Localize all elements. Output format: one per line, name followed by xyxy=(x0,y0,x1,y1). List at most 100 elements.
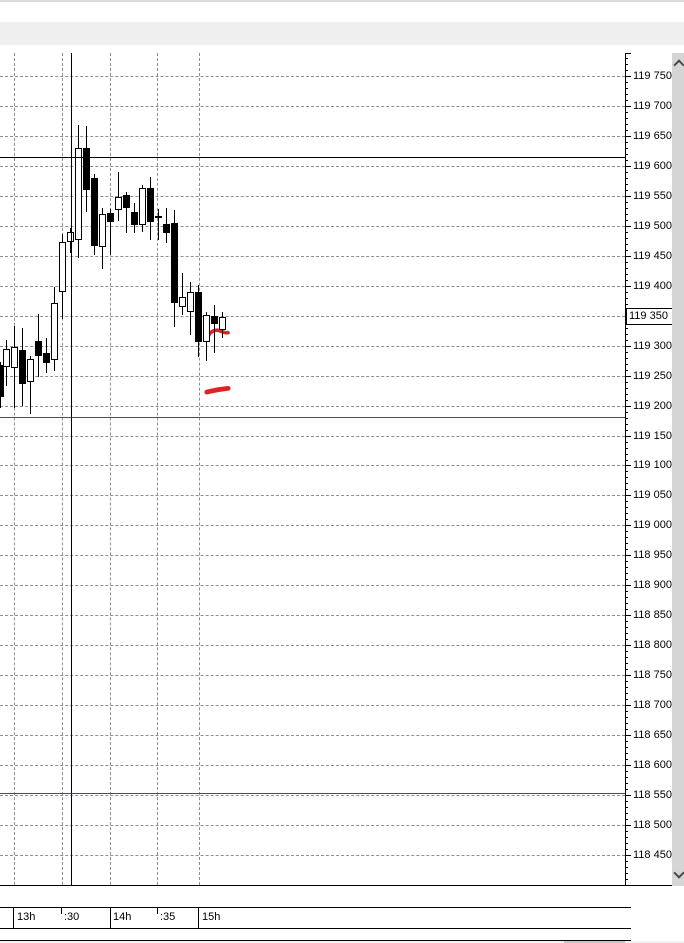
candle-bear xyxy=(83,148,90,190)
y-minor-tick xyxy=(625,861,628,862)
y-minor-tick xyxy=(625,358,628,359)
candle-bear xyxy=(123,195,130,208)
y-minor-tick xyxy=(625,753,628,754)
v-gridline xyxy=(14,53,15,885)
y-major-tick xyxy=(625,705,631,706)
y-major-tick xyxy=(625,166,631,167)
time-axis-label: :35 xyxy=(160,911,176,923)
y-major-tick xyxy=(625,795,631,796)
h-gridline xyxy=(0,765,625,766)
candle-bear xyxy=(171,223,178,303)
y-minor-tick xyxy=(625,154,628,155)
y-minor-tick xyxy=(625,813,628,814)
y-minor-tick xyxy=(625,220,628,221)
y-minor-tick xyxy=(625,448,628,449)
y-minor-tick xyxy=(625,597,628,598)
candle-wick xyxy=(118,172,119,221)
y-minor-tick xyxy=(625,819,628,820)
candle-bull xyxy=(115,197,122,210)
red-bar-mark xyxy=(204,386,231,395)
y-axis-label: 118 750 xyxy=(633,669,672,681)
y-major-tick xyxy=(625,286,631,287)
y-minor-tick xyxy=(625,340,628,341)
y-axis-label: 118 650 xyxy=(633,729,672,741)
y-minor-tick xyxy=(625,783,628,784)
y-minor-tick xyxy=(625,471,628,472)
candle-wick xyxy=(126,192,127,233)
y-axis-label: 118 700 xyxy=(633,699,672,711)
h-gridline xyxy=(0,196,625,197)
y-minor-tick xyxy=(625,172,628,173)
candle-bear xyxy=(147,188,154,222)
y-minor-tick xyxy=(625,789,628,790)
y-minor-tick xyxy=(625,250,628,251)
y-minor-tick xyxy=(625,334,628,335)
y-minor-tick xyxy=(625,831,628,832)
candle-wick xyxy=(182,273,183,315)
vertical-scrollbar[interactable] xyxy=(672,53,684,886)
candle-bear xyxy=(43,353,50,363)
y-major-tick xyxy=(625,555,631,556)
toolbar-band xyxy=(0,22,684,45)
y-axis-label: 118 950 xyxy=(633,549,672,561)
y-minor-tick xyxy=(625,388,628,389)
h-gridline xyxy=(0,286,625,287)
status-bar-divider xyxy=(0,940,631,941)
candle-wick xyxy=(158,209,159,240)
y-minor-tick xyxy=(625,531,628,532)
y-axis-label: 119 100 xyxy=(633,459,672,471)
y-major-tick xyxy=(625,106,631,107)
price-axis-border xyxy=(625,53,626,886)
y-axis-label: 119 600 xyxy=(633,160,672,172)
y-minor-tick xyxy=(625,867,628,868)
window-top-divider xyxy=(0,0,684,2)
current-price-box: 119 350 xyxy=(626,308,677,325)
candle-wick xyxy=(30,356,31,414)
y-minor-tick xyxy=(625,214,628,215)
y-major-tick xyxy=(625,196,631,197)
y-minor-tick xyxy=(625,118,628,119)
y-minor-tick xyxy=(625,58,628,59)
y-minor-tick xyxy=(625,699,628,700)
y-major-tick xyxy=(625,406,631,407)
y-major-tick xyxy=(625,346,631,347)
chart-plot-area[interactable] xyxy=(0,53,625,885)
y-axis-label: 119 150 xyxy=(633,430,672,442)
time-axis-label: 15h xyxy=(202,911,221,923)
y-minor-tick xyxy=(625,771,628,772)
h-gridline xyxy=(0,555,625,556)
time-axis-bottom-border xyxy=(0,928,631,929)
h-gridline xyxy=(0,855,625,856)
y-minor-tick xyxy=(625,100,628,101)
v-gridline xyxy=(199,53,200,885)
y-axis-label: 119 450 xyxy=(633,250,672,262)
y-minor-tick xyxy=(625,639,628,640)
y-minor-tick xyxy=(625,501,628,502)
y-minor-tick xyxy=(625,729,628,730)
y-axis-label: 119 050 xyxy=(633,489,672,501)
y-minor-tick xyxy=(625,442,628,443)
y-minor-tick xyxy=(625,298,628,299)
y-minor-tick xyxy=(625,352,628,353)
h-gridline xyxy=(0,615,625,616)
y-minor-tick xyxy=(625,807,628,808)
y-axis-label: 118 500 xyxy=(633,819,672,831)
y-major-tick xyxy=(625,825,631,826)
time-axis-line xyxy=(0,907,631,908)
y-minor-tick xyxy=(625,489,628,490)
candle-bull xyxy=(59,242,66,292)
y-minor-tick xyxy=(625,148,628,149)
y-major-tick xyxy=(625,765,631,766)
y-major-tick xyxy=(625,136,631,137)
y-axis-label: 118 900 xyxy=(633,579,672,591)
y-minor-tick xyxy=(625,693,628,694)
h-gridline xyxy=(0,735,625,736)
y-major-tick xyxy=(625,735,631,736)
candle-bull xyxy=(139,188,146,225)
h-gridline xyxy=(0,106,625,107)
candle-bull xyxy=(51,303,58,360)
candle-bull xyxy=(67,232,74,242)
v-gridline xyxy=(110,53,111,885)
y-minor-tick xyxy=(625,843,628,844)
candle-bull xyxy=(187,292,194,312)
